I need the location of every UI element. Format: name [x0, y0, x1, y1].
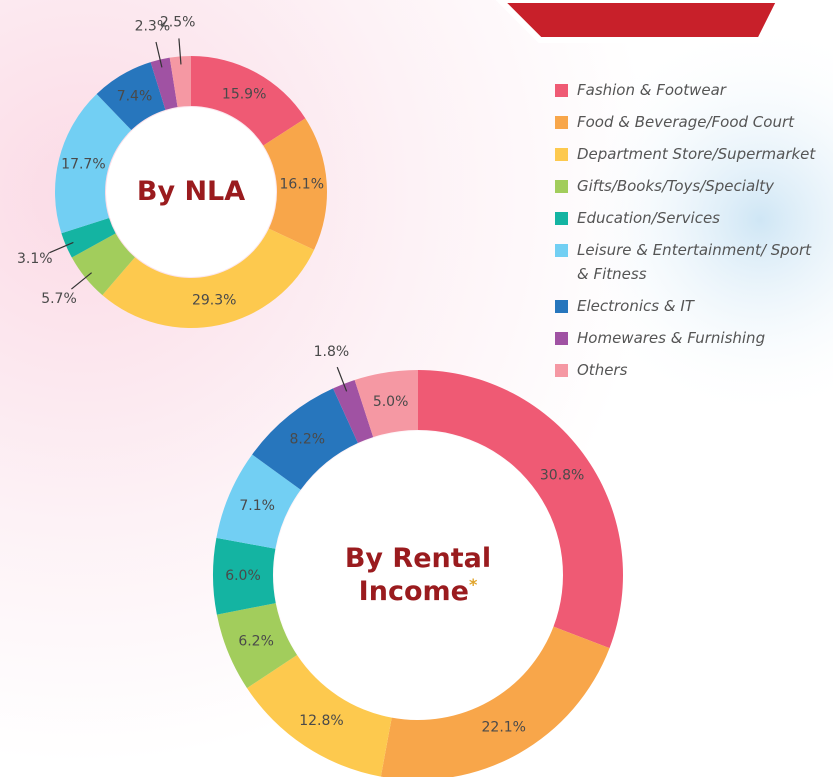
- value-label: 5.0%: [373, 394, 409, 410]
- decor-image: [495, 0, 784, 43]
- value-label: 15.9%: [222, 87, 266, 103]
- legend-label: Others: [577, 361, 628, 379]
- legend-swatch: [555, 300, 568, 313]
- legend-swatch: [555, 212, 568, 225]
- legend-item: Department Store/Supermarket: [555, 142, 820, 166]
- chart-title: By Rental Income*: [338, 542, 498, 607]
- legend-swatch: [555, 180, 568, 193]
- leader-line: [336, 366, 348, 392]
- legend-label: Education/Services: [577, 209, 720, 227]
- slice: [71, 233, 135, 296]
- value-label: 6.2%: [238, 633, 274, 649]
- value-label: 17.7%: [61, 157, 105, 173]
- slice: [263, 118, 328, 250]
- slice: [380, 626, 610, 777]
- value-label: 22.1%: [482, 720, 526, 736]
- slice: [216, 454, 301, 549]
- legend-swatch: [555, 332, 568, 345]
- slice: [61, 218, 116, 258]
- leader-line: [178, 38, 182, 65]
- slice: [191, 56, 306, 146]
- slice: [169, 56, 191, 108]
- value-label: 29.3%: [192, 293, 236, 309]
- title-text: By NLA: [136, 176, 246, 207]
- slice: [55, 94, 132, 234]
- title-mark: *: [468, 574, 478, 594]
- slice: [354, 370, 418, 438]
- title-text: By Rental Income: [344, 542, 492, 607]
- value-label: 2.3%: [135, 18, 171, 34]
- slice: [96, 62, 166, 131]
- legend-item: Homewares & Furnishing: [555, 326, 820, 350]
- chart-title: By NLA: [91, 176, 291, 207]
- value-label: 6.0%: [225, 568, 261, 584]
- legend-swatch: [555, 148, 568, 161]
- legend-swatch: [555, 364, 568, 377]
- legend-swatch: [555, 244, 568, 257]
- slice: [150, 57, 178, 110]
- value-label: 3.1%: [17, 251, 53, 267]
- slice: [247, 654, 392, 777]
- donut-hole: [106, 107, 276, 277]
- value-label: 7.1%: [239, 498, 275, 514]
- legend-label: Food & Beverage/Food Court: [577, 113, 795, 131]
- legend-item: Others: [555, 358, 820, 382]
- legend-item: Leisure & Entertainment/ Sport & Fitness: [555, 238, 820, 286]
- legend-label: Department Store/Supermarket: [577, 145, 816, 163]
- legend-item: Gifts/Books/Toys/Specialty: [555, 174, 820, 198]
- legend-item: Fashion & Footwear: [555, 78, 820, 102]
- legend-label: Homewares & Furnishing: [577, 329, 766, 347]
- background-glow: [560, 20, 833, 420]
- value-label: 7.4%: [117, 88, 153, 104]
- slice: [213, 537, 276, 615]
- slice: [216, 603, 298, 689]
- legend-item: Food & Beverage/Food Court: [555, 110, 820, 134]
- legend-swatch: [555, 84, 568, 97]
- legend: Fashion & Footwear Food & Beverage/Food C…: [555, 78, 820, 390]
- slice: [102, 228, 315, 328]
- leader-line: [49, 241, 74, 254]
- leader-line: [71, 272, 92, 290]
- legend-label: Fashion & Footwear: [577, 81, 726, 99]
- legend-item: Education/Services: [555, 206, 820, 230]
- slice: [418, 370, 623, 649]
- legend-label: Electronics & IT: [577, 297, 694, 315]
- value-label: 2.5%: [160, 15, 196, 31]
- donut-hole: [274, 431, 562, 719]
- legend-label: Gifts/Books/Toys/Specialty: [577, 177, 775, 195]
- leader-line: [155, 41, 163, 68]
- legend-label: Leisure & Entertainment/ Sport & Fitness: [577, 241, 812, 283]
- legend-swatch: [555, 116, 568, 129]
- value-label: 30.8%: [540, 468, 584, 484]
- value-label: 12.8%: [299, 713, 343, 729]
- value-label: 1.8%: [314, 344, 350, 360]
- value-label: 8.2%: [290, 431, 326, 447]
- value-label: 16.1%: [280, 177, 324, 193]
- legend-item: Electronics & IT: [555, 294, 820, 318]
- value-label: 5.7%: [41, 291, 77, 307]
- slice: [252, 388, 358, 490]
- slice: [333, 380, 374, 444]
